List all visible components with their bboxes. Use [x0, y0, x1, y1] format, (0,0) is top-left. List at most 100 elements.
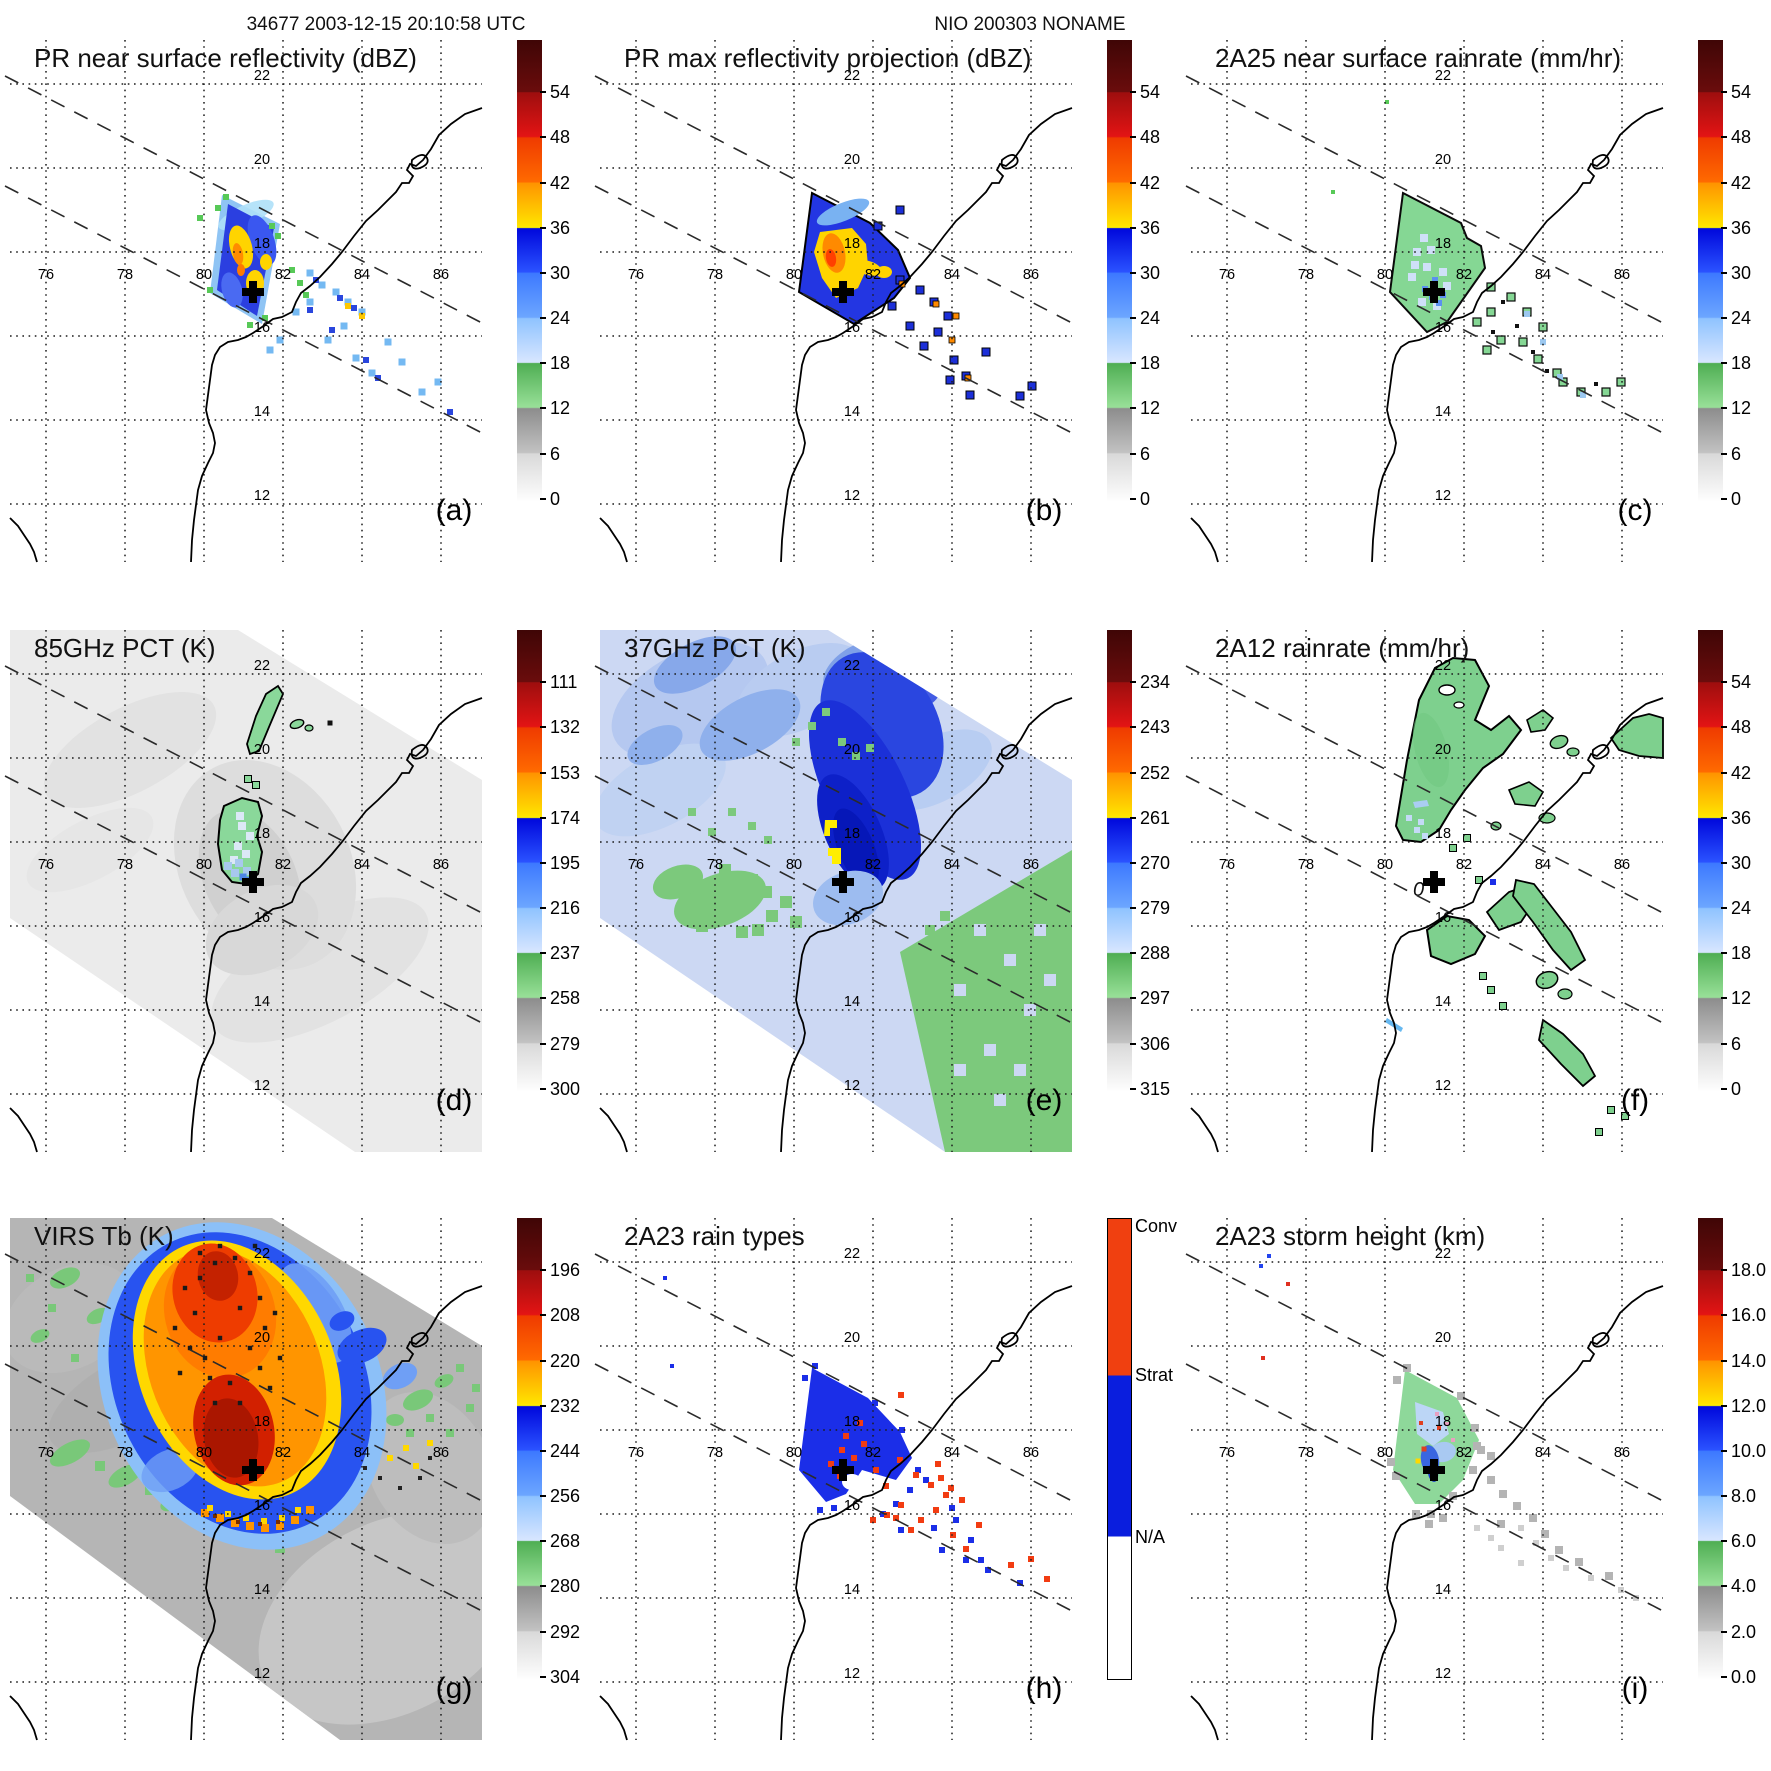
c-colorbar-tickmark: [1721, 317, 1727, 320]
g-data-speck: [258, 1522, 262, 1526]
g-coastline: [9, 1285, 483, 1741]
h-data-speck: [949, 1505, 955, 1511]
h-data-speck: [963, 1557, 969, 1563]
b-data-speck: [943, 311, 953, 321]
g-storm-center-marker: [242, 1459, 264, 1481]
d-panel-letter: (d): [436, 1084, 473, 1117]
a-panel-letter: (a): [436, 494, 473, 527]
b-data-speck: [932, 300, 940, 308]
h-data-speck: [899, 1427, 905, 1433]
i-data-speck: [1633, 1595, 1639, 1601]
g-colorbar-tickmark: [540, 1675, 546, 1678]
g-data-speck: [71, 1354, 79, 1362]
e-colorbar-tickmark: [1130, 997, 1136, 1000]
g-lon-label: 84: [354, 1445, 370, 1461]
a-data-speck: [434, 378, 442, 386]
c-lat-label: 22: [1435, 68, 1451, 84]
h-data-speck: [963, 1546, 969, 1552]
a-data-speck: [358, 308, 366, 316]
c-data-speck: [1557, 374, 1563, 380]
a-lat-label: 22: [254, 68, 270, 84]
a-data-speck: [332, 288, 340, 296]
a-colorbar-tick-label: 48: [550, 127, 571, 148]
i-lat-label: 22: [1435, 1246, 1451, 1262]
f-storm-center-marker: [1423, 871, 1445, 893]
a-lat-label: 18: [254, 236, 270, 252]
a-data-speck: [275, 233, 281, 239]
i-colorbar-tick-label: 18.0: [1731, 1260, 1767, 1281]
a-data-speck: [276, 336, 284, 344]
c-data-speck: [1418, 298, 1426, 306]
i-lat-label: 20: [1435, 1330, 1451, 1346]
f-colorbar-tick-label: 0: [1731, 1078, 1742, 1099]
b-colorbar: [1107, 40, 1132, 502]
a-data-speck: [269, 223, 275, 229]
i-data-speck: [1425, 1520, 1433, 1528]
d-data-blob: [211, 897, 429, 1043]
a-data-speck: [337, 295, 343, 301]
h-data-speck: [913, 1472, 919, 1478]
a-lat-label: 20: [254, 152, 270, 168]
h-data-speck: [872, 1400, 878, 1406]
c-data-speck: [1486, 307, 1496, 317]
e-colorbar-tick-label: 234: [1140, 672, 1171, 693]
g-data-speck: [276, 1522, 284, 1530]
a-data-speck: [329, 327, 335, 333]
e-colorbar-tickmark: [1130, 952, 1136, 955]
e-data-speck: [852, 752, 860, 760]
h-data-speck: [831, 1505, 837, 1511]
h-data-speck: [898, 1502, 904, 1508]
b-storm-center-marker: [832, 281, 854, 303]
a-data-speck: [340, 322, 348, 330]
g-colorbar-tick-label: 256: [550, 1486, 581, 1507]
e-data-speck: [984, 1044, 996, 1056]
e-data-speck: [748, 822, 756, 830]
d-storm-center-marker: [242, 871, 264, 893]
c-colorbar-tickmark: [1721, 91, 1727, 94]
f-data-blob: [1566, 747, 1580, 757]
i-colorbar: [1698, 1218, 1723, 1680]
d-colorbar-tick-label: 300: [550, 1078, 581, 1099]
i-data-speck: [1588, 1575, 1594, 1581]
c-lat-label: 20: [1435, 152, 1451, 168]
i-data-speck: [1474, 1525, 1480, 1531]
a-colorbar-tick-label: 24: [550, 308, 571, 329]
i-data-speck: [1563, 1565, 1569, 1571]
h-data-speck: [915, 1467, 921, 1473]
a-data-blob: [237, 264, 245, 276]
e-lat-label: 14: [844, 994, 860, 1010]
c-data-speck: [1506, 292, 1516, 302]
i-data-speck: [1499, 1490, 1507, 1498]
h-data-speck: [908, 1527, 914, 1533]
h-lon-label: 86: [1023, 1445, 1039, 1461]
e-colorbar-tick-label: 315: [1140, 1078, 1171, 1099]
i-data-speck: [1618, 1587, 1624, 1593]
i-data-speck: [1437, 1426, 1441, 1430]
f-lat-label: 12: [1435, 1078, 1451, 1094]
i-data-speck: [1457, 1392, 1465, 1400]
a-data-blob: [221, 272, 243, 308]
a-data-speck: [289, 267, 295, 273]
h-lat-label: 18: [844, 1414, 860, 1430]
b-data-blob: [816, 198, 870, 226]
h-data-speck: [873, 1467, 879, 1473]
i-panel-title: 2A23 storm height (km): [1215, 1221, 1485, 1251]
i-colorbar-tickmark: [1721, 1585, 1727, 1588]
e-data-blob: [824, 820, 837, 836]
e-data-speck: [1004, 954, 1016, 966]
f-lat-label: 18: [1435, 826, 1451, 842]
d-data-speck: [236, 812, 244, 820]
f-data-blob: [1412, 712, 1450, 788]
d-data-speck: [239, 873, 247, 881]
f-colorbar-tick-label: 42: [1731, 762, 1752, 783]
h-data-speck: [828, 1461, 834, 1467]
b-panel-title: PR max reflectivity projection (dBZ): [624, 43, 1031, 73]
f-data-blob: [1453, 701, 1465, 709]
g-data-speck: [217, 1243, 223, 1249]
f-data-blob: [1394, 656, 1523, 844]
h-raintype-label: Strat: [1135, 1365, 1174, 1386]
i-data-speck: [1533, 1540, 1539, 1546]
d-data-speck: [246, 832, 254, 840]
g-data-speck: [201, 1509, 209, 1517]
h-data-speck: [1044, 1576, 1050, 1582]
